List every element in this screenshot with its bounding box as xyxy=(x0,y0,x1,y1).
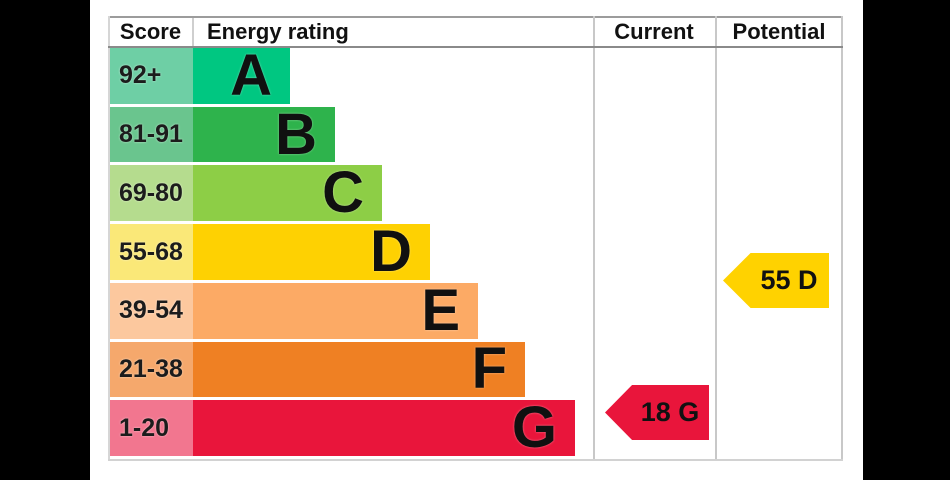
band-row-d: 55-68 D xyxy=(108,219,708,285)
current-rating-label: 18 G xyxy=(640,397,700,427)
band-bar-g: G xyxy=(193,395,575,461)
grid-line-score-separator xyxy=(192,18,194,46)
column-header-energy-rating: Energy rating xyxy=(207,19,349,44)
grid-line-current-column xyxy=(593,16,595,461)
score-range-label: 55-68 xyxy=(110,224,193,280)
epc-rating-table: Score Energy rating Current Potential 92… xyxy=(108,16,843,461)
potential-rating-arrow: 55 D xyxy=(723,253,829,308)
score-range-label: 69-80 xyxy=(110,165,193,222)
column-header-current: Current xyxy=(614,19,694,44)
potential-rating-label: 55 D xyxy=(760,265,818,295)
band-bar-d: D xyxy=(193,219,430,285)
rating-bands: 92+ A 81-91 B 69-80 C 55-68 D 39-54 E 21-38 F 1-20 G xyxy=(108,42,708,461)
grid-line-header-underline xyxy=(108,46,843,48)
band-bar-b: B xyxy=(193,101,335,167)
grid-line-bottom-border xyxy=(108,459,843,461)
grid-line-left-border xyxy=(108,16,110,461)
band-letter: A xyxy=(230,42,272,108)
band-row-a: 92+ A xyxy=(108,42,708,108)
band-row-g: 1-20 G xyxy=(108,395,708,461)
band-letter: B xyxy=(275,101,317,167)
column-header-score: Score xyxy=(119,19,182,44)
band-bar-c: C xyxy=(193,160,382,226)
score-range-label: 39-54 xyxy=(110,282,193,339)
score-range-label: 1-20 xyxy=(110,400,193,457)
band-letter: D xyxy=(370,219,412,285)
band-letter: G xyxy=(511,395,557,461)
band-row-e: 39-54 E xyxy=(108,277,708,343)
band-bar-f: F xyxy=(193,336,525,402)
score-range-label: 21-38 xyxy=(110,341,193,398)
grid-line-potential-column xyxy=(715,16,717,461)
band-letter: C xyxy=(322,160,364,226)
band-row-b: 81-91 B xyxy=(108,101,708,167)
band-bar-a: A xyxy=(193,42,290,108)
score-range-label: 81-91 xyxy=(110,106,193,163)
band-row-c: 69-80 C xyxy=(108,160,708,226)
score-range-label: 92+ xyxy=(110,48,193,104)
band-row-f: 21-38 F xyxy=(108,336,708,402)
band-letter: F xyxy=(471,336,507,402)
column-header-potential: Potential xyxy=(732,19,826,44)
grid-line-top xyxy=(108,16,843,18)
band-bar-e: E xyxy=(193,277,478,343)
grid-line-right-border xyxy=(841,16,843,461)
band-letter: E xyxy=(421,277,460,343)
chart-canvas: Score Energy rating Current Potential 92… xyxy=(90,0,863,480)
